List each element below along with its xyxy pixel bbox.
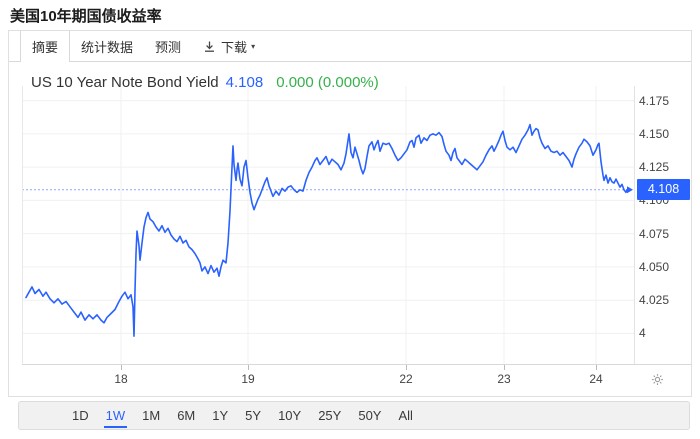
x-axis-tick — [504, 365, 505, 370]
x-axis-tick — [248, 365, 249, 370]
y-axis-label: 4.025 — [639, 293, 670, 308]
x-axis-line — [22, 364, 692, 365]
range-option-1y[interactable]: 1Y — [212, 408, 229, 423]
quote-row: US 10 Year Note Bond Yield 4.108 0.000 (0.… — [31, 74, 379, 91]
page-title: 美国10年期国债收益率 — [10, 8, 162, 25]
range-selector: 1D 1W 1M 6M 1Y 5Y 10Y 25Y 50Y All — [18, 401, 690, 430]
range-option-6m[interactable]: 6M — [177, 408, 196, 423]
last-value: 4.108 — [225, 74, 264, 91]
y-axis-label: 4.050 — [639, 259, 670, 274]
caret-down-icon: ▾ — [251, 41, 256, 51]
chart-card: 摘要 统计数据 预测 下载 ▾ US 10 Year Note Bond Yie… — [8, 30, 692, 397]
x-axis-label: 23 — [497, 372, 511, 386]
tab-download[interactable]: 下载 ▾ — [192, 31, 266, 61]
x-axis-tick — [596, 365, 597, 370]
tab-forecast[interactable]: 预测 — [155, 39, 182, 55]
range-option-1d[interactable]: 1D — [72, 408, 89, 423]
y-axis-label: 4.075 — [639, 226, 670, 241]
range-option-1m[interactable]: 1M — [142, 408, 161, 423]
range-option-all[interactable]: All — [398, 408, 413, 423]
x-axis-label: 22 — [399, 372, 413, 386]
tab-bar: 摘要 统计数据 预测 下载 ▾ — [9, 31, 691, 62]
last-price-badge: 4.108 — [637, 179, 690, 201]
range-option-1w[interactable]: 1W — [103, 408, 127, 428]
x-axis-label: 24 — [589, 372, 603, 386]
plot-left-border — [22, 86, 23, 364]
gear-icon[interactable] — [650, 372, 665, 392]
x-axis-tick — [406, 365, 407, 370]
y-axis-label: 4.150 — [639, 126, 670, 141]
range-option-25y[interactable]: 25Y — [318, 408, 342, 423]
plot-right-border — [634, 86, 635, 364]
tab-statistics[interactable]: 统计数据 — [81, 39, 134, 55]
y-axis-label: 4.175 — [639, 93, 670, 108]
x-axis-tick — [121, 365, 122, 370]
instrument-name: US 10 Year Note Bond Yield — [31, 74, 219, 91]
download-icon — [203, 40, 216, 53]
tab-download-label: 下载 — [221, 39, 248, 55]
change-value: 0.000 (0.000%) — [276, 74, 379, 91]
tab-summary[interactable]: 摘要 — [20, 31, 71, 62]
range-option-50y[interactable]: 50Y — [358, 408, 382, 423]
y-axis-label: 4.125 — [639, 160, 670, 175]
y-axis-label: 4 — [639, 326, 646, 341]
price-chart[interactable] — [22, 86, 634, 364]
range-option-10y[interactable]: 10Y — [278, 408, 302, 423]
x-axis-label: 18 — [114, 372, 128, 386]
range-option-5y[interactable]: 5Y — [245, 408, 262, 423]
x-axis-label: 19 — [241, 372, 255, 386]
